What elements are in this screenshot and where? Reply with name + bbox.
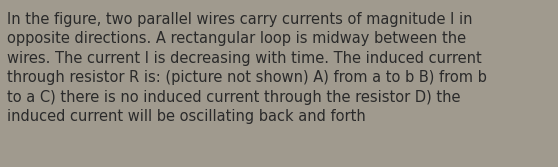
Text: In the figure, two parallel wires carry currents of magnitude I in
opposite dire: In the figure, two parallel wires carry …: [7, 12, 487, 124]
